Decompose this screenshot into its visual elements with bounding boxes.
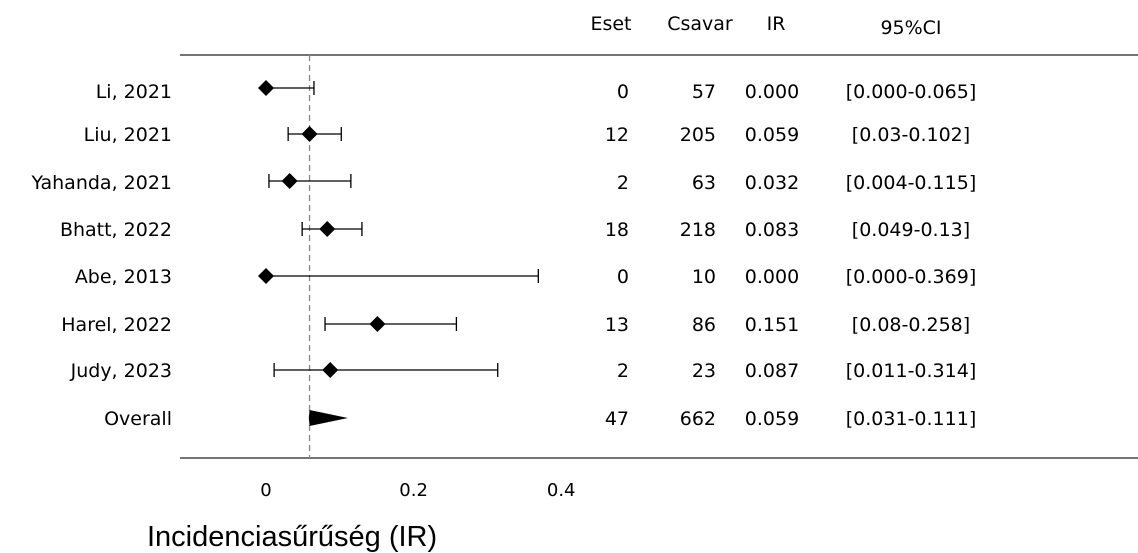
ir-value: 0.151 xyxy=(745,314,799,336)
ir-value: 0.059 xyxy=(745,408,799,430)
events-value: 12 xyxy=(605,124,629,146)
ci-value: [0.031-0.111] xyxy=(846,408,976,430)
overall-label: Overall xyxy=(104,408,172,430)
point-estimate-marker xyxy=(281,173,298,189)
events-value: 47 xyxy=(605,408,629,430)
ci-value: [0.08-0.258] xyxy=(852,314,970,336)
screws-value: 57 xyxy=(692,81,716,103)
ir-value: 0.000 xyxy=(745,266,799,288)
events-value: 13 xyxy=(605,314,629,336)
point-estimate-marker xyxy=(258,268,274,284)
point-estimate-marker xyxy=(319,221,336,237)
study-label: Judy, 2023 xyxy=(70,360,172,382)
screws-value: 218 xyxy=(680,219,716,241)
study-row: Abe, 2013 0 10 0.000 [0.000-0.369] xyxy=(75,266,976,288)
screws-value: 86 xyxy=(692,314,716,336)
point-estimate-marker xyxy=(258,80,274,96)
ci-value: [0.000-0.369] xyxy=(846,266,976,288)
header-ir: IR xyxy=(767,13,786,35)
events-value: 0 xyxy=(617,81,629,103)
screws-value: 23 xyxy=(692,360,716,382)
ir-value: 0.083 xyxy=(745,219,799,241)
x-axis-label: Incidenciasűrűség (IR) xyxy=(147,521,437,553)
point-estimate-marker xyxy=(301,126,318,142)
study-label: Bhatt, 2022 xyxy=(60,219,172,241)
ir-value: 0.000 xyxy=(745,81,799,103)
study-row: Judy, 2023 2 23 0.087 [0.011-0.314] xyxy=(70,360,977,382)
study-row: Yahanda, 2021 2 63 0.032 [0.004-0.115] xyxy=(31,172,977,194)
ci-value: [0.004-0.115] xyxy=(846,172,976,194)
study-row: Li, 2021 0 57 0.000 [0.000-0.065] xyxy=(96,80,976,103)
point-estimate-marker xyxy=(369,316,386,332)
overall-row: Overall 47 662 0.059 [0.031-0.111] xyxy=(104,408,976,430)
ir-value: 0.059 xyxy=(745,124,799,146)
study-row: Liu, 2021 12 205 0.059 [0.03-0.102] xyxy=(84,124,971,146)
study-row: Harel, 2022 13 86 0.151 [0.08-0.258] xyxy=(61,314,970,336)
header-screws: Csavar xyxy=(667,13,733,35)
events-value: 0 xyxy=(617,266,629,288)
ir-value: 0.032 xyxy=(745,172,799,194)
study-label: Yahanda, 2021 xyxy=(31,172,173,194)
events-value: 2 xyxy=(617,360,629,382)
x-tick-label: 0.2 xyxy=(399,480,428,501)
events-value: 2 xyxy=(617,172,629,194)
screws-value: 662 xyxy=(680,408,716,430)
x-tick-label: 0 xyxy=(260,480,271,501)
ci-value: [0.000-0.065] xyxy=(846,81,976,103)
screws-value: 10 xyxy=(692,266,716,288)
ci-value: [0.049-0.13] xyxy=(852,219,970,241)
ci-value: [0.011-0.314] xyxy=(846,360,976,382)
screws-value: 205 xyxy=(680,124,716,146)
header-ci: 95%CI xyxy=(880,17,941,39)
study-label: Harel, 2022 xyxy=(61,314,172,336)
x-tick-label: 0.4 xyxy=(547,480,576,501)
overall-diamond xyxy=(308,410,348,426)
events-value: 18 xyxy=(605,219,629,241)
screws-value: 63 xyxy=(692,172,716,194)
ci-value: [0.03-0.102] xyxy=(852,124,970,146)
study-label: Li, 2021 xyxy=(96,81,172,103)
study-label: Liu, 2021 xyxy=(84,124,172,146)
study-label: Abe, 2013 xyxy=(75,266,172,288)
point-estimate-marker xyxy=(322,362,339,378)
header-events: Eset xyxy=(590,13,631,35)
study-row: Bhatt, 2022 18 218 0.083 [0.049-0.13] xyxy=(60,219,970,241)
ir-value: 0.087 xyxy=(745,360,799,382)
